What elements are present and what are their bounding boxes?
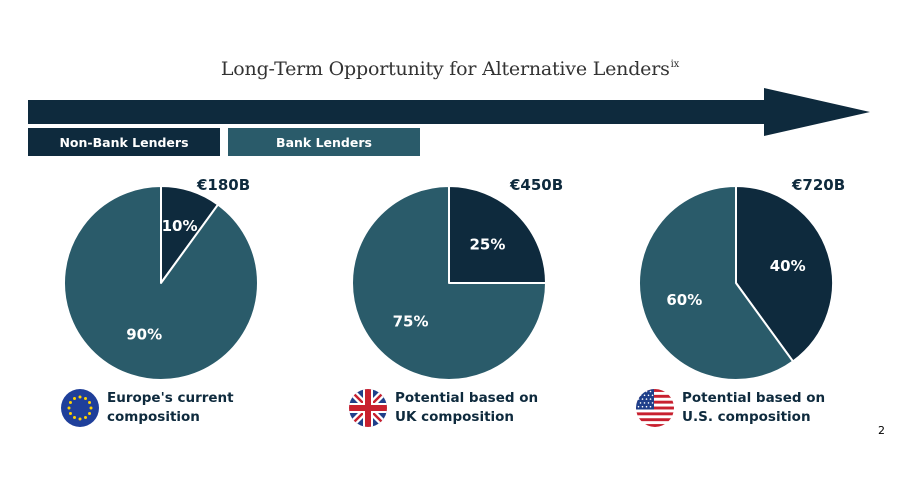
legend-non-bank-label: Non-Bank Lenders bbox=[59, 134, 189, 150]
caption-europe: Europe's current composition bbox=[107, 389, 234, 427]
pie-label-europe-non-bank: 10% bbox=[162, 217, 198, 235]
caption-uk: Potential based on UK composition bbox=[395, 389, 538, 427]
timeline-arrow bbox=[28, 88, 870, 136]
caption-uk-line2: UK composition bbox=[395, 409, 515, 425]
chart-title-text: Long-Term Opportunity for Alternative Le… bbox=[220, 58, 670, 80]
caption-us-line1: Potential based on bbox=[682, 390, 826, 406]
caption-uk-line1: Potential based on bbox=[395, 390, 539, 406]
pie-slice-us-non-bank bbox=[735, 185, 834, 363]
pie-label-uk-bank: 75% bbox=[393, 312, 429, 330]
pie-chart-europe: 10% 90% bbox=[63, 185, 259, 381]
legend-non-bank-lenders: Non-Bank Lenders bbox=[28, 128, 220, 156]
pie-label-us-bank: 60% bbox=[666, 291, 702, 309]
page-number: 2 bbox=[878, 424, 885, 437]
chart-title-superscript: ix bbox=[670, 59, 680, 70]
pie-chart-uk: 25% 75% bbox=[351, 185, 547, 381]
pie-total-uk: €450B bbox=[510, 176, 564, 194]
pie-slice-uk-non-bank bbox=[448, 185, 547, 284]
us-flag-icon bbox=[636, 389, 674, 427]
pie-label-uk-non-bank: 25% bbox=[469, 236, 505, 254]
pie-slice-uk-bank bbox=[351, 185, 547, 381]
pie-chart-us: 40% 60% bbox=[638, 185, 834, 381]
caption-us-line2: U.S. composition bbox=[682, 409, 811, 425]
caption-europe-line1: Europe's current bbox=[107, 390, 234, 406]
pie-label-us-non-bank: 40% bbox=[770, 257, 806, 275]
pie-total-us: €720B bbox=[792, 176, 846, 194]
legend-bank-label: Bank Lenders bbox=[276, 134, 372, 150]
chart-title: Long-Term Opportunity for Alternative Le… bbox=[0, 58, 900, 80]
pie-slice-us-bank bbox=[638, 185, 795, 381]
pie-label-europe-bank: 90% bbox=[126, 326, 162, 344]
timeline-arrow-shape bbox=[28, 88, 870, 136]
pie-total-europe: €180B bbox=[197, 176, 251, 194]
uk-flag-icon bbox=[349, 389, 387, 427]
pie-slice-europe-bank bbox=[63, 185, 259, 381]
caption-us: Potential based on U.S. composition bbox=[682, 389, 825, 427]
eu-flag-icon bbox=[61, 389, 99, 427]
caption-europe-line2: composition bbox=[107, 409, 200, 425]
legend-bank-lenders: Bank Lenders bbox=[228, 128, 420, 156]
